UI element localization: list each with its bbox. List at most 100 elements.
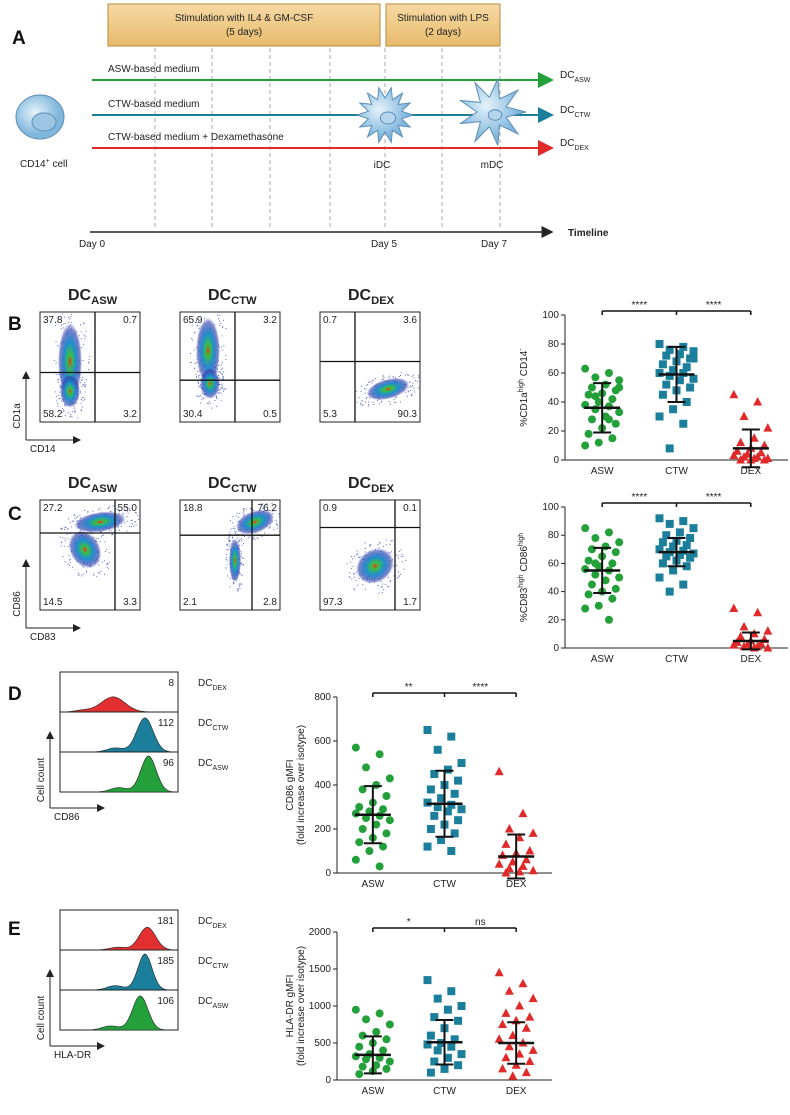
event-dot: [392, 376, 394, 378]
event-dot: [370, 380, 372, 382]
event-dot: [239, 573, 241, 575]
data-point: [591, 559, 600, 568]
event-dot: [70, 368, 72, 370]
event-dot: [390, 540, 392, 542]
data-point: [379, 805, 388, 814]
event-dot: [218, 320, 220, 322]
event-dot: [243, 508, 244, 510]
event-dot: [74, 409, 76, 411]
density: [366, 377, 410, 401]
data-point: [591, 392, 600, 401]
data-point: [581, 441, 590, 450]
text-part: DC: [198, 996, 212, 1007]
event-dot: [71, 365, 73, 367]
event-dot: [241, 533, 243, 535]
event-dot: [71, 416, 73, 418]
event-dot: [80, 528, 82, 530]
event-dot: [82, 384, 84, 385]
event-dot: [387, 577, 389, 578]
event-dot: [85, 379, 87, 380]
event-dot: [396, 565, 398, 567]
quadrant-value: 14.5: [43, 597, 63, 608]
event-dot: [261, 535, 263, 537]
event-dot: [413, 377, 415, 379]
data-point: [665, 519, 674, 528]
event-dot: [128, 508, 130, 510]
event-dot: [399, 401, 401, 403]
event-dot: [112, 534, 114, 535]
data-point: [426, 1031, 435, 1040]
event-dot: [390, 579, 391, 581]
event-dot: [66, 528, 68, 530]
event-dot: [70, 316, 72, 318]
event-dot: [98, 571, 100, 573]
y-axis-label: %CD83high CD86high: [518, 533, 530, 622]
event-dot: [216, 396, 217, 398]
event-dot: [237, 533, 239, 535]
hist-label: DCASW: [198, 758, 229, 772]
event-dot: [226, 549, 228, 551]
event-dot: [352, 565, 354, 567]
data-point: [525, 846, 535, 855]
event-dot: [354, 556, 356, 557]
event-dot: [137, 514, 139, 516]
text-part: DEX: [212, 685, 227, 692]
event-dot: [240, 552, 242, 554]
y-tick-label: 80: [548, 530, 560, 541]
event-dot: [108, 561, 110, 563]
data-point: [423, 976, 432, 985]
event-dot: [83, 384, 85, 386]
event-dot: [55, 374, 57, 376]
event-dot: [211, 407, 213, 409]
data-point: [362, 1015, 371, 1024]
event-dot: [239, 513, 241, 514]
event-dot: [204, 360, 206, 362]
y-tick-label: 600: [314, 736, 331, 747]
data-point: [375, 1009, 384, 1018]
event-dot: [234, 532, 236, 534]
data-point: [756, 447, 766, 457]
event-dot: [413, 387, 415, 389]
event-dot: [54, 359, 56, 361]
flow-title: DCDEX: [348, 287, 395, 307]
event-dot: [218, 364, 220, 366]
event-dot: [348, 576, 350, 578]
event-dot: [397, 555, 399, 557]
stimulation-box: [385, 3, 501, 47]
event-dot: [354, 589, 355, 591]
event-dot: [222, 376, 224, 378]
data-point: [351, 1052, 360, 1061]
event-dot: [358, 557, 360, 559]
event-dot: [98, 572, 100, 574]
event-dot: [83, 382, 85, 384]
data-point: [604, 402, 613, 411]
event-dot: [74, 517, 76, 519]
data-point: [382, 1035, 391, 1044]
flow-frame: [319, 311, 421, 423]
event-dot: [131, 519, 133, 521]
event-dot: [220, 322, 222, 324]
data-point: [382, 1064, 391, 1073]
event-dot: [398, 375, 400, 377]
data-point: [508, 1071, 518, 1080]
event-dot: [358, 397, 360, 399]
data-point: [594, 438, 603, 447]
event-dot: [269, 527, 270, 529]
event-dot: [70, 414, 72, 415]
event-dot: [84, 391, 86, 393]
event-dot: [57, 319, 59, 320]
event-dot: [365, 384, 367, 386]
event-dot: [385, 544, 387, 546]
event-dot: [356, 550, 358, 552]
event-dot: [243, 536, 245, 537]
event-dot: [106, 563, 108, 565]
event-dot: [232, 537, 234, 539]
event-dot: [358, 556, 360, 558]
event-dot: [241, 563, 243, 565]
event-dot: [219, 377, 221, 379]
text-part: CTW: [231, 295, 257, 307]
event-dot: [356, 553, 358, 555]
y-tick-label: 400: [314, 780, 331, 791]
event-dot: [62, 408, 63, 410]
data-point: [736, 631, 746, 641]
